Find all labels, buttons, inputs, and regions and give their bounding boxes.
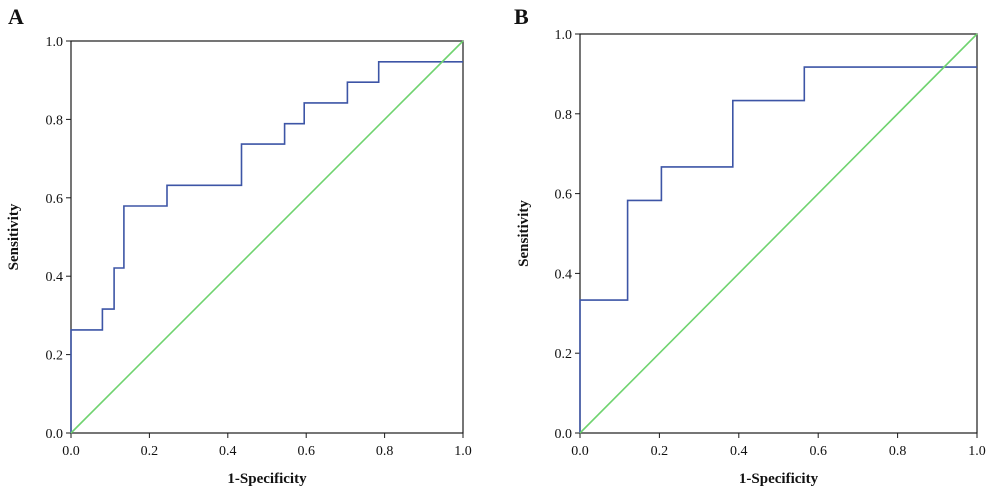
roc-curve xyxy=(579,66,977,433)
x-tick-label: 1.0 xyxy=(968,444,986,459)
y-axis-title: Sensitivity xyxy=(516,200,532,267)
y-axis-title: Sensitivity xyxy=(6,203,22,270)
y-tick-label: 0.4 xyxy=(46,270,64,285)
y-tick-label: 0.2 xyxy=(555,347,573,362)
plot-frame xyxy=(579,33,978,434)
x-tick-label: 0.8 xyxy=(889,444,907,459)
x-tick-label: 0.6 xyxy=(809,444,827,459)
y-tick-label: 1.0 xyxy=(46,35,64,50)
y-tick-label: 0.0 xyxy=(555,427,573,442)
y-tick-label: 0.2 xyxy=(46,349,64,364)
y-tick-label: 0.0 xyxy=(46,427,64,442)
x-tick-label: 0.4 xyxy=(219,444,237,459)
x-tick-label: 0.0 xyxy=(62,444,80,459)
y-tick-label: 0.6 xyxy=(46,192,64,207)
x-axis-title: 1-Specificity xyxy=(739,471,819,487)
panel-a: A 0.0 0.2 0.4 0.6 0.8 1.0 0.0 0.2 0.4 0.6 0.8 1.0 1-S… xyxy=(6,4,472,487)
reference-line xyxy=(70,40,464,434)
roc-curve xyxy=(70,60,463,433)
x-tick-label: 0.2 xyxy=(651,444,669,459)
panel-label: B xyxy=(514,4,529,29)
y-tick-label: 0.8 xyxy=(46,113,64,128)
reference-line xyxy=(579,33,978,434)
panel-label: A xyxy=(8,4,24,29)
x-tick-label: 0.8 xyxy=(376,444,394,459)
y-tick-label: 1.0 xyxy=(555,28,573,43)
y-tick-label: 0.8 xyxy=(555,108,573,123)
x-tick-label: 0.6 xyxy=(297,444,315,459)
plot-frame xyxy=(70,40,464,434)
x-tick-label: 1.0 xyxy=(454,444,472,459)
x-tick-label: 0.2 xyxy=(141,444,159,459)
x-tick-label: 0.4 xyxy=(730,444,748,459)
x-axis-title: 1-Specificity xyxy=(227,471,307,487)
y-tick-label: 0.4 xyxy=(555,267,573,282)
panel-b: B 0.0 0.2 0.4 0.6 0.8 1.0 0.0 0.2 0.4 0.6 0.8 1.0 1-S… xyxy=(514,4,986,487)
y-tick-label: 0.6 xyxy=(555,188,573,203)
x-tick-label: 0.0 xyxy=(571,444,589,459)
